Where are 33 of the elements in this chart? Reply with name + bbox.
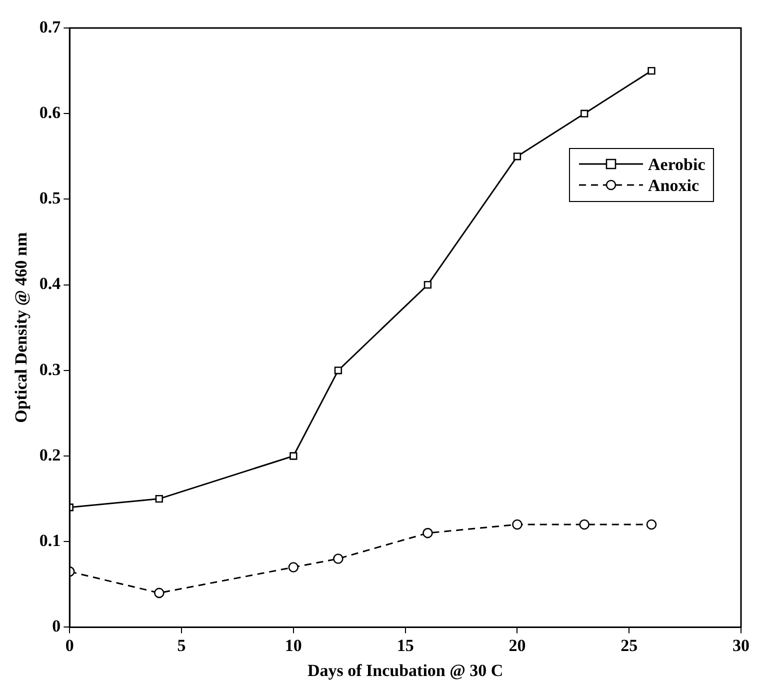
point bbox=[334, 366, 342, 374]
y-tick-label: 0.1 bbox=[39, 530, 61, 550]
point bbox=[579, 519, 590, 530]
point bbox=[155, 494, 163, 503]
point bbox=[422, 528, 433, 538]
point bbox=[290, 452, 298, 460]
y-axis-title: Optical Density @ 460 nm bbox=[12, 232, 31, 423]
y-tick-label: 0.4 bbox=[39, 274, 62, 294]
legend-label: Anoxic bbox=[648, 176, 699, 195]
x-tick-label: 20 bbox=[508, 636, 526, 655]
point bbox=[513, 152, 522, 160]
y-tick-label: 0.2 bbox=[39, 445, 61, 464]
y-tick-label: 0.7 bbox=[39, 17, 62, 36]
point bbox=[580, 110, 588, 118]
x-tick-label: 10 bbox=[284, 636, 302, 655]
point bbox=[648, 66, 656, 75]
legend-label: Aerobic bbox=[648, 154, 706, 174]
point bbox=[646, 519, 657, 530]
y-tick-label: 0.5 bbox=[39, 188, 61, 208]
y-tick-label: 0 bbox=[52, 616, 61, 636]
point bbox=[288, 562, 299, 572]
point bbox=[154, 588, 164, 598]
point bbox=[512, 519, 522, 530]
x-tick-label: 30 bbox=[732, 636, 750, 655]
point bbox=[333, 554, 344, 564]
x-tick-label: 15 bbox=[396, 636, 414, 655]
x-tick-label: 5 bbox=[177, 636, 186, 655]
y-tick-label: 0.6 bbox=[39, 102, 61, 122]
point bbox=[424, 280, 432, 289]
x-tick-label: 25 bbox=[620, 636, 638, 655]
x-tick-label: 0 bbox=[65, 636, 74, 655]
y-tick-label: 0.3 bbox=[39, 360, 61, 379]
x-axis-title: Days of Incubation @ 30 C bbox=[307, 661, 504, 680]
